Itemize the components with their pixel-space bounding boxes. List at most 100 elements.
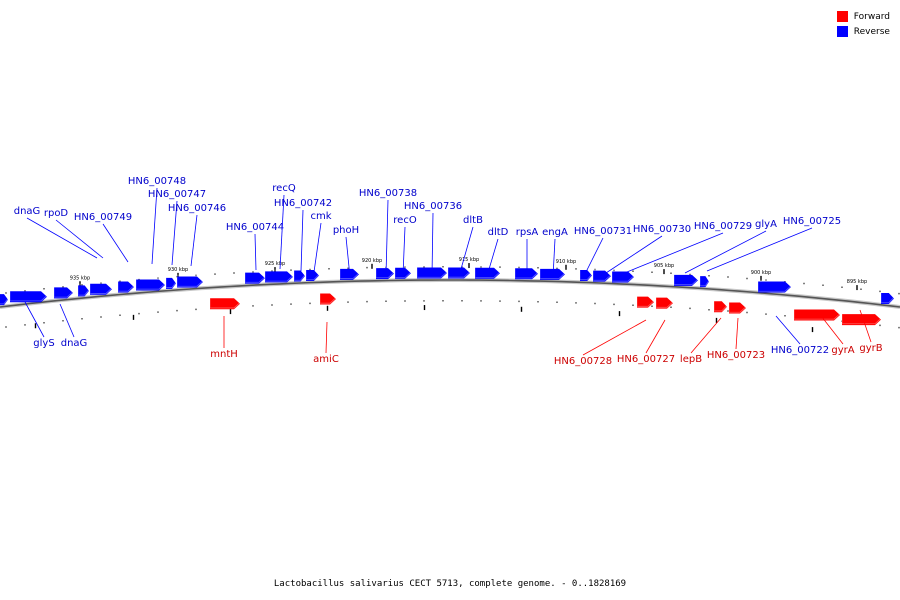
reverse-gene-label-glys: glyS [33, 338, 54, 349]
reverse-gene-label-rpsa: rpsA [516, 227, 539, 238]
reverse-gene-arrow [10, 291, 47, 303]
forward-gene-label-hn6-00723: HN6_00723 [707, 350, 765, 361]
reverse-gene-leader [300, 209, 304, 272]
reverse-gene-leader [385, 199, 389, 276]
reverse-gene-label-reco: recO [393, 215, 417, 226]
forward-gene-label-gyra: gyrA [831, 345, 854, 356]
reverse-gene-arrow [376, 268, 394, 280]
reverse-gene-arrow [758, 281, 791, 293]
reverse-gene-arrow-highlight [135, 277, 166, 290]
reverse-gene-label-dnag: dnaG [14, 206, 41, 217]
reverse-gene-arrow [166, 277, 176, 289]
reverse-gene-arrow-highlight [673, 273, 699, 286]
forward-gene-arrow-highlight [636, 294, 655, 307]
reverse-gene-label-glya: glyA [755, 219, 777, 230]
reverse-gene-label-enga: engA [542, 227, 568, 238]
forward-gene-label-hn6-00727: HN6_00727 [617, 354, 675, 365]
forward-gene-arrow-highlight [728, 300, 747, 313]
reverse-gene-leader [190, 214, 198, 267]
reverse-gene-label-dltd: dltD [488, 227, 509, 238]
reverse-gene-leader [486, 238, 499, 277]
reverse-gene-leader [55, 219, 104, 259]
reverse-gene-leader [24, 301, 45, 338]
scale-label: 935 kbp [70, 275, 90, 281]
reverse-gene-arrow [177, 276, 203, 288]
reverse-gene-arrow [294, 270, 305, 282]
reverse-gene-arrow-highlight [165, 276, 177, 288]
scale-label: 895 kbp [847, 279, 867, 285]
reverse-gene-leader [171, 200, 178, 266]
reverse-gene-label-hn6-00744: HN6_00744 [226, 222, 284, 233]
legend-forward-label: Forward [853, 11, 890, 22]
forward-gene-leader [690, 317, 722, 354]
reverse-gene-arrow-highlight [305, 268, 320, 281]
reverse-gene-label-hn6-00730: HN6_00730 [633, 224, 691, 235]
reverse-gene-leader [706, 227, 813, 272]
reverse-gene-leader [583, 237, 604, 277]
forward-gene-arrow-highlight [841, 312, 882, 325]
forward-gene-leader [817, 311, 844, 345]
reverse-gene-leader [59, 303, 75, 338]
forward-gene-arrow [637, 296, 654, 308]
forward-gene-arrow-highlight [713, 299, 728, 312]
reverse-gene-label-hn6-00729: HN6_00729 [694, 221, 752, 232]
scale-label: 910 kbp [556, 259, 576, 265]
reverse-gene-label-dltb: dltB [463, 215, 483, 226]
reverse-gene-leader [775, 315, 801, 345]
forward-gene-arrow [714, 301, 727, 313]
scale-label: 920 kbp [362, 258, 382, 264]
reverse-gene-leader [254, 233, 257, 271]
legend-forward: Forward [836, 9, 890, 24]
reverse-gene-arrow-highlight [539, 267, 566, 280]
forward-gene-label-gyrb: gyrB [859, 343, 882, 354]
reverse-gene-arrow [245, 272, 265, 284]
reverse-gene-arrow-highlight [592, 268, 612, 281]
reverse-gene-arrow-highlight [117, 279, 135, 292]
reverse-gene-leader [313, 222, 322, 273]
forward-gene-leader [645, 319, 666, 354]
forward-gene-arrow-highlight [209, 296, 241, 309]
reverse-gene-arrow [540, 268, 565, 280]
reverse-gene-arrow [515, 268, 538, 280]
reverse-gene-arrow-highlight [264, 269, 294, 282]
scale-label: 925 kbp [265, 261, 285, 267]
forward-gene-label-hn6-00728: HN6_00728 [554, 356, 612, 367]
reverse-gene-label-hn6-00749: HN6_00749 [74, 212, 132, 223]
reverse-gene-arrow-highlight [416, 265, 448, 278]
reverse-gene-leader [431, 212, 434, 277]
forward-gene-arrow-highlight [655, 295, 674, 308]
reverse-gene-arrow [674, 274, 698, 286]
reverse-gene-arrow-highlight [244, 270, 266, 283]
reverse-gene-arrow-highlight [339, 267, 360, 279]
reverse-gene-arrow-highlight [293, 268, 306, 281]
reverse-gene-arrow-highlight [757, 279, 792, 292]
reverse-gene-arrow [118, 281, 134, 293]
forward-gene-leader [859, 309, 872, 343]
reverse-gene-leader [621, 232, 724, 275]
forward-gene-label-amic: amiC [313, 354, 339, 365]
reverse-gene-arrow [580, 269, 592, 281]
reverse-gene-leader [458, 226, 474, 277]
reverse-gene-leader [552, 238, 556, 278]
reverse-gene-arrow-highlight [9, 289, 48, 302]
reverse-gene-leader [402, 226, 406, 276]
reverse-gene-arrow-highlight [89, 282, 113, 294]
legend-reverse-label: Reverse [853, 26, 890, 37]
forward-gene-arrow [210, 298, 240, 310]
reverse-gene-leader [602, 235, 663, 276]
reverse-gene-label-hn6-00746: HN6_00746 [168, 203, 226, 214]
reverse-gene-leader [102, 223, 129, 263]
reverse-gene-arrow [78, 285, 89, 297]
reverse-gene-arrow [881, 293, 894, 305]
reverse-gene-label-dnag: dnaG [61, 338, 88, 349]
reverse-gene-arrow-highlight [176, 274, 204, 287]
forward-gene-leader [735, 317, 739, 350]
forward-gene-arrow [729, 302, 746, 314]
reverse-gene-arrow [136, 279, 165, 291]
reverse-gene-label-recq: recQ [272, 183, 296, 194]
forward-gene-leader [325, 321, 328, 354]
reverse-gene-arrow-highlight [611, 269, 635, 282]
forward-gene-arrow [656, 297, 673, 309]
scale-label: 900 kbp [751, 270, 771, 276]
